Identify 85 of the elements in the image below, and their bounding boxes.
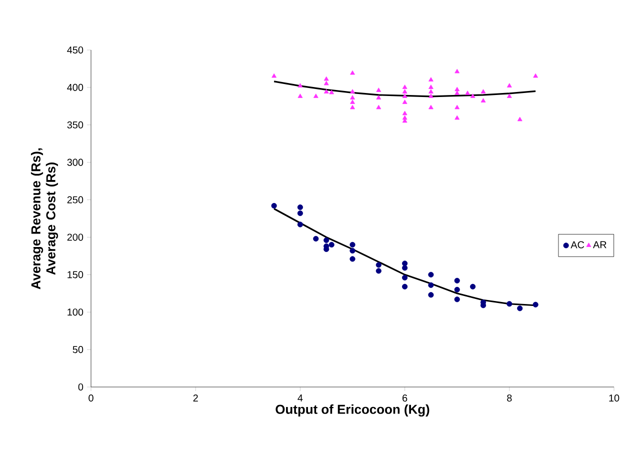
point [350, 104, 355, 110]
x-tick-label: 0 [88, 394, 94, 402]
point [454, 286, 460, 292]
y-tick-label: 450 [67, 46, 84, 54]
point [428, 89, 434, 94]
point [532, 302, 538, 308]
legend-label: AC [570, 241, 584, 248]
point [454, 296, 460, 302]
point [465, 90, 470, 95]
point [402, 274, 408, 280]
point [271, 202, 277, 209]
point [470, 284, 476, 290]
point [454, 86, 460, 92]
point [402, 110, 408, 116]
y-axis-title: Average Revenue (Rs), Average Cost (Rs) [30, 148, 58, 290]
point [324, 80, 329, 86]
point [350, 95, 355, 100]
point [506, 301, 512, 307]
x-tick-label: 6 [402, 394, 408, 402]
point [428, 282, 434, 288]
y-tick-label: 300 [67, 158, 84, 166]
point [517, 306, 523, 312]
y-tick-label: 350 [67, 121, 84, 128]
point [376, 88, 382, 92]
x-tick-label: 8 [507, 394, 512, 402]
y-tick-label: 400 [67, 84, 84, 91]
point [376, 104, 382, 110]
point [350, 100, 355, 104]
point [402, 84, 408, 89]
point [506, 94, 512, 98]
point [454, 90, 460, 95]
point [350, 248, 356, 254]
point [313, 94, 318, 98]
point [297, 210, 303, 216]
point [402, 94, 408, 98]
point [454, 115, 460, 120]
point [376, 262, 382, 268]
point [517, 116, 522, 122]
x-tick-label: 4 [298, 394, 303, 402]
point [533, 73, 538, 78]
point [350, 89, 355, 94]
point [402, 100, 408, 104]
point [376, 95, 382, 100]
point [454, 104, 460, 110]
point [480, 98, 486, 102]
point [350, 70, 355, 75]
point [298, 83, 303, 88]
point [428, 84, 434, 89]
point [313, 236, 319, 242]
point [298, 94, 303, 98]
x-tick-label: 10 [609, 394, 620, 402]
y-tick-label: 100 [68, 308, 84, 316]
point [324, 76, 329, 81]
point [402, 89, 408, 94]
point [402, 265, 408, 271]
point [350, 242, 356, 248]
point [324, 89, 329, 94]
legend-label: AR [592, 241, 606, 248]
point [428, 104, 434, 110]
point [324, 237, 330, 244]
point [402, 260, 408, 266]
point [350, 256, 356, 262]
point [402, 284, 408, 290]
point [454, 278, 460, 284]
point [297, 204, 303, 210]
point [297, 222, 303, 228]
point [506, 83, 512, 88]
point [376, 268, 382, 274]
point [428, 77, 434, 82]
point [428, 94, 434, 98]
point [428, 292, 434, 298]
point [454, 68, 460, 74]
y-tick-label: 200 [67, 234, 84, 241]
x-axis-title: Output of Ericocoon (Kg) [276, 404, 430, 417]
point [328, 242, 334, 248]
point [329, 90, 334, 94]
y-tick-label: 150 [68, 271, 84, 278]
x-tick-label: 2 [193, 394, 198, 402]
point [480, 89, 486, 94]
y-tick-label: 50 [72, 346, 84, 354]
y-tick-label: 250 [67, 196, 84, 204]
point [470, 94, 476, 98]
point [428, 272, 434, 278]
y-tick-label: 0 [78, 383, 84, 391]
point [272, 73, 277, 78]
